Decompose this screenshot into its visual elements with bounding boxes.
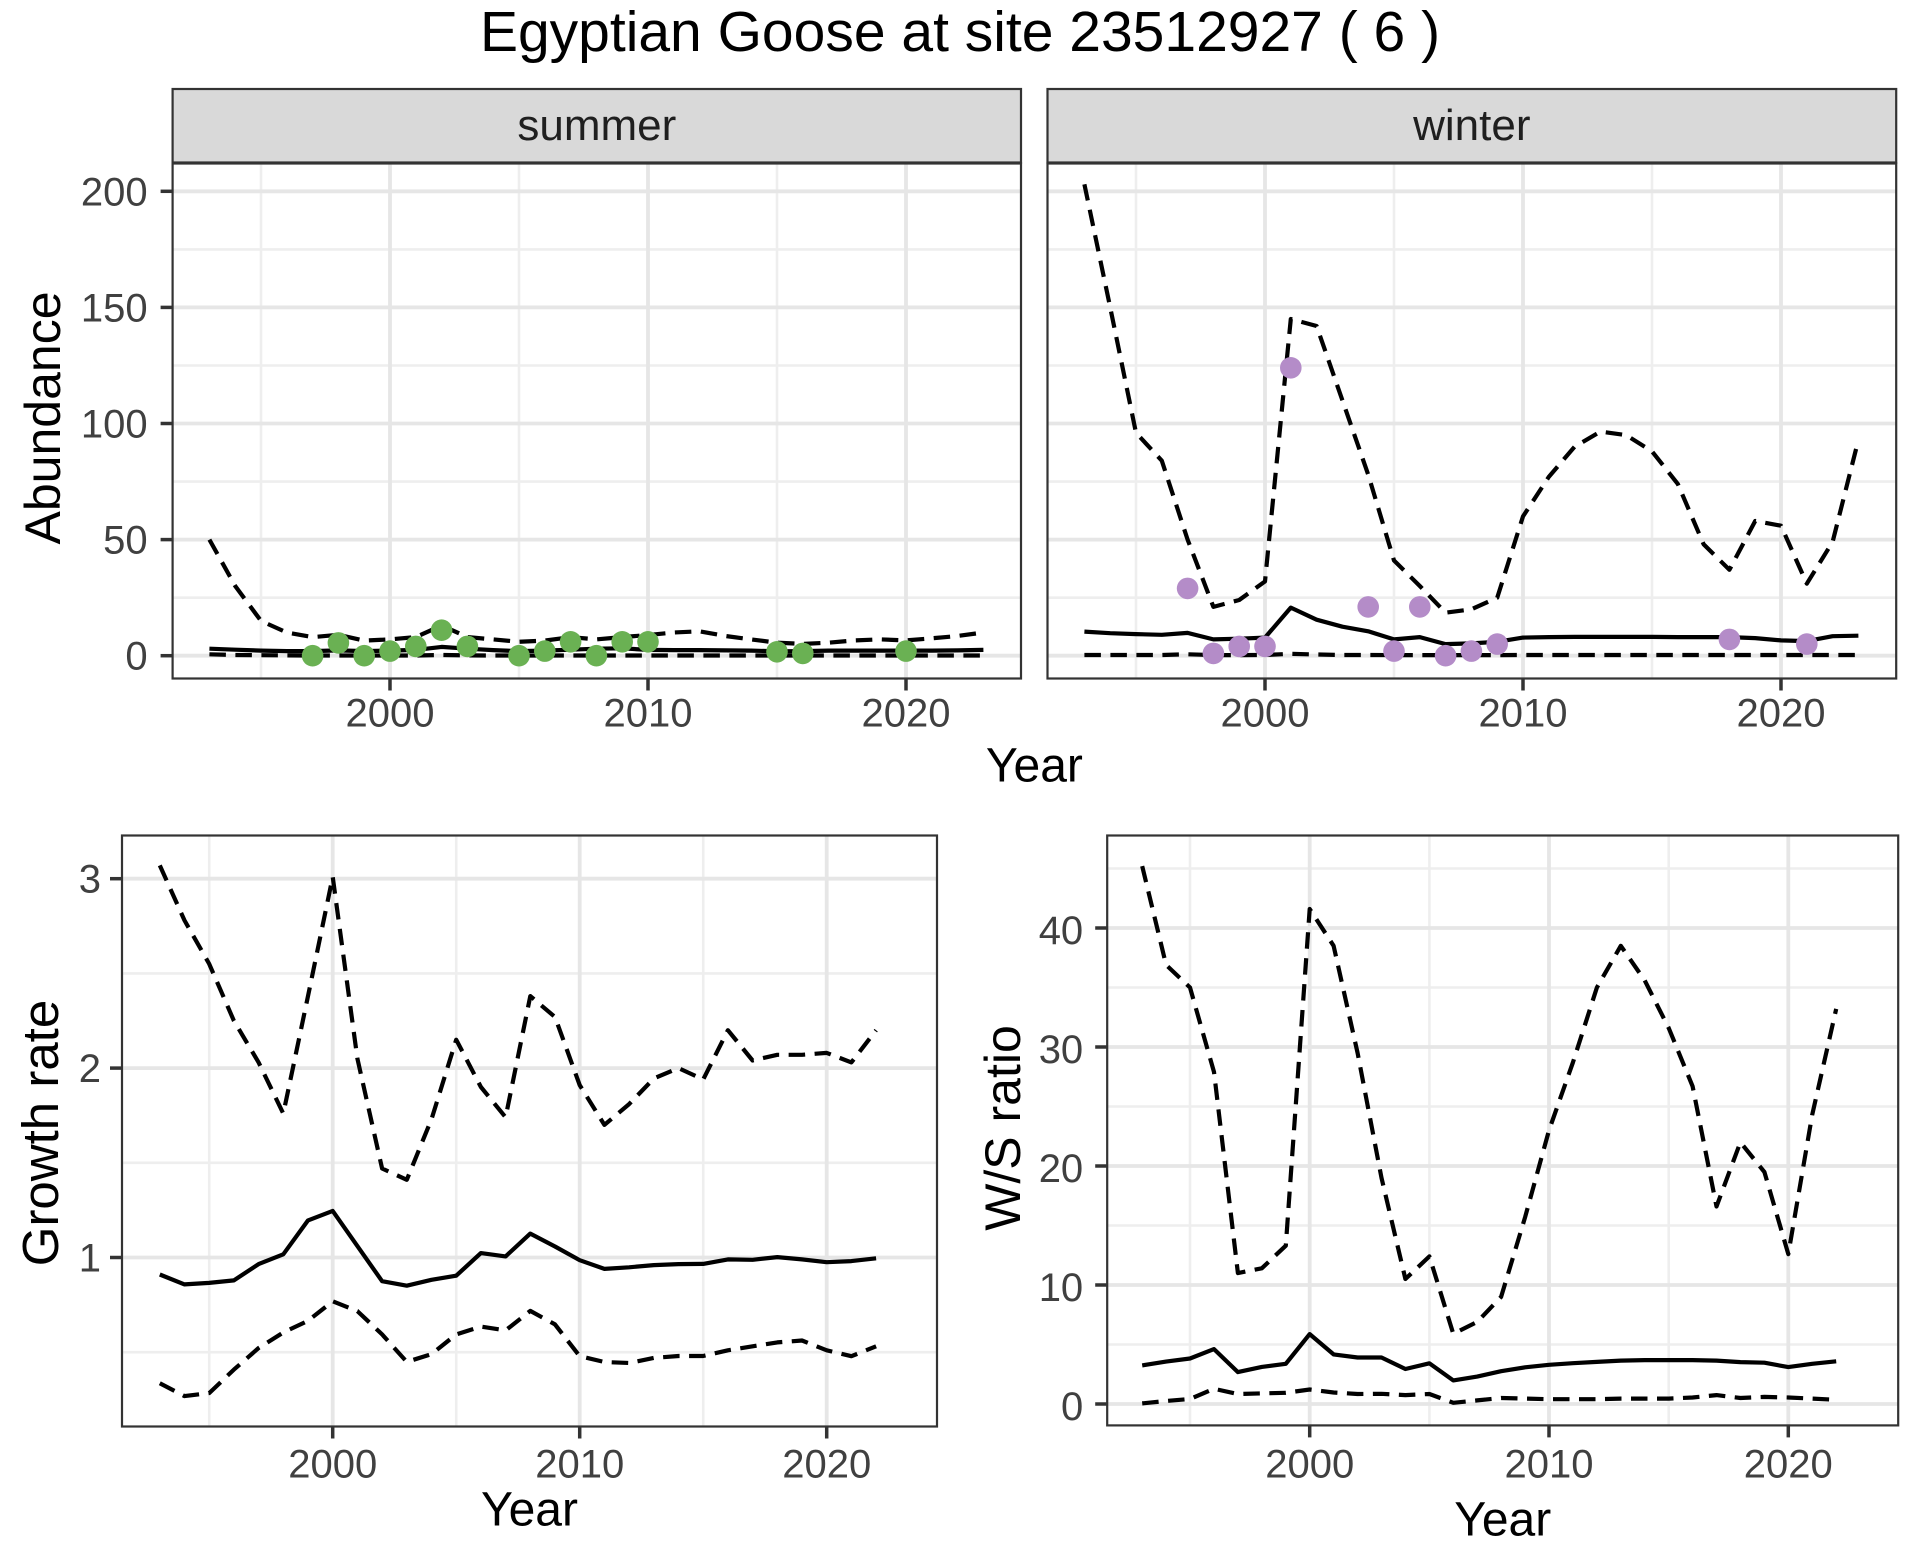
svg-text:Abundance: Abundance — [15, 291, 71, 544]
svg-text:2020: 2020 — [782, 1443, 871, 1487]
svg-text:winter: winter — [1412, 101, 1530, 150]
svg-text:150: 150 — [81, 286, 148, 330]
svg-text:2010: 2010 — [1479, 692, 1568, 736]
svg-text:10: 10 — [1039, 1266, 1084, 1310]
svg-text:100: 100 — [81, 403, 148, 447]
svg-text:1: 1 — [79, 1237, 101, 1281]
svg-text:Egyptian Goose at site 2351292: Egyptian Goose at site 23512927 ( 6 ) — [480, 0, 1440, 64]
svg-text:summer: summer — [517, 101, 676, 150]
svg-text:W/S ratio: W/S ratio — [975, 1025, 1031, 1231]
svg-text:2000: 2000 — [346, 692, 435, 736]
svg-text:200: 200 — [81, 170, 148, 214]
svg-text:0: 0 — [1061, 1385, 1083, 1429]
svg-text:Year: Year — [1454, 1494, 1551, 1547]
svg-text:2010: 2010 — [1505, 1442, 1594, 1486]
svg-text:2: 2 — [79, 1047, 101, 1091]
svg-text:2000: 2000 — [288, 1443, 377, 1487]
svg-text:40: 40 — [1039, 909, 1084, 953]
svg-text:20: 20 — [1039, 1147, 1084, 1191]
svg-text:2020: 2020 — [862, 692, 951, 736]
svg-text:2000: 2000 — [1221, 692, 1310, 736]
svg-text:50: 50 — [103, 519, 148, 563]
svg-text:2010: 2010 — [604, 692, 693, 736]
svg-text:2010: 2010 — [535, 1443, 624, 1487]
svg-text:Year: Year — [986, 740, 1083, 793]
svg-text:Growth rate: Growth rate — [12, 1000, 69, 1266]
svg-text:Year: Year — [481, 1484, 578, 1537]
svg-text:30: 30 — [1039, 1028, 1084, 1072]
svg-text:2020: 2020 — [1744, 1442, 1833, 1486]
svg-text:3: 3 — [79, 858, 101, 902]
svg-text:2020: 2020 — [1737, 692, 1826, 736]
svg-text:0: 0 — [125, 635, 147, 679]
svg-text:2000: 2000 — [1265, 1442, 1354, 1486]
